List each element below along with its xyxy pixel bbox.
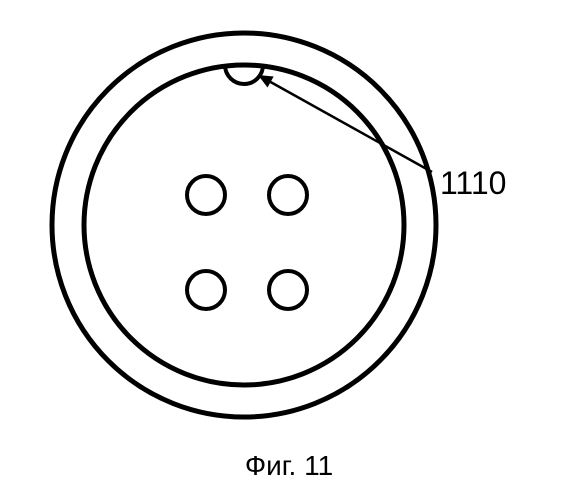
hole-top-left (187, 176, 225, 214)
hole-bottom-right (269, 271, 307, 309)
figure-svg (0, 0, 578, 500)
outer-circle (52, 33, 436, 417)
hole-top-right (269, 176, 307, 214)
callout-label: 1110 (440, 165, 506, 202)
hole-bottom-left (187, 271, 225, 309)
inner-circle (84, 65, 404, 385)
figure-caption: Фиг. 11 (0, 450, 578, 482)
